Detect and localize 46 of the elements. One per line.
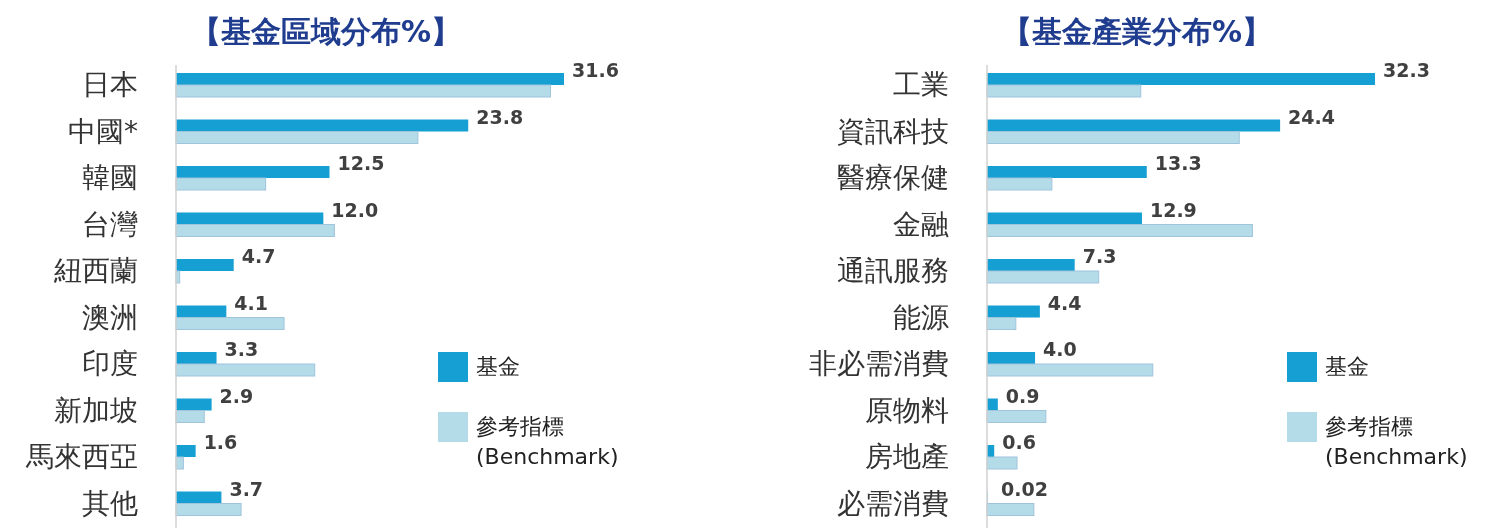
data-label: 12.9 [1149, 198, 1197, 221]
data-label: 0.02 [1001, 477, 1048, 500]
y-tick-label: 通訊服務 [837, 254, 949, 287]
data-label: 12.5 [337, 152, 385, 174]
legend-label: 參考指標 (Benchmark) [476, 414, 619, 469]
data-label: 24.4 [1288, 105, 1335, 128]
data-label: 7.3 [1082, 245, 1117, 267]
data-label: 4.4 [1047, 291, 1082, 314]
y-tick-label: 工業 [893, 68, 949, 101]
data-label: 4.0 [1043, 338, 1077, 360]
y-tick-label: 紐西蘭 [53, 254, 138, 287]
data-label: 4.1 [234, 291, 269, 314]
data-label: 32.3 [1383, 59, 1430, 81]
y-tick-label: 必需消費 [837, 486, 949, 520]
y-tick-label: 台灣 [82, 207, 138, 241]
chart-title: 【基金產業分布%】 [1001, 14, 1273, 49]
legend-label: 基金 [1325, 354, 1369, 379]
y-tick-label: 中國* [68, 114, 138, 148]
data-label: 4.7 [241, 245, 276, 267]
y-tick-label: 醫療保健 [837, 161, 949, 194]
y-tick-label: 金融 [893, 207, 949, 241]
y-tick-label: 資訊科技 [837, 114, 949, 148]
y-tick-label: 馬來西亞 [25, 440, 138, 473]
y-tick-label: 新加坡 [54, 393, 138, 427]
y-tick-label: 其他 [82, 486, 138, 520]
data-label: 0.6 [1002, 431, 1036, 453]
data-label: 0.9 [1005, 384, 1040, 407]
data-label: 1.6 [203, 431, 238, 453]
y-tick-label: 日本 [82, 68, 138, 101]
y-tick-label: 非必需消費 [809, 347, 949, 380]
data-label: 13.3 [1154, 152, 1202, 174]
legend-label: 參考指標 (Benchmark) [1325, 414, 1468, 469]
data-label: 2.9 [219, 384, 254, 407]
data-label: 23.8 [476, 105, 524, 128]
y-tick-label: 能源 [893, 300, 949, 334]
data-label: 12.0 [331, 198, 379, 221]
y-tick-label: 房地產 [865, 440, 949, 473]
data-label: 3.3 [224, 338, 259, 360]
legend-label: 基金 [476, 354, 520, 379]
y-tick-label: 原物料 [865, 393, 949, 427]
y-tick-label: 韓國 [82, 161, 138, 194]
chart-title: 【基金區域分布%】 [190, 14, 462, 49]
data-label: 31.6 [572, 59, 619, 81]
data-label: 3.7 [229, 477, 264, 500]
y-tick-label: 澳洲 [82, 300, 138, 334]
y-tick-label: 印度 [82, 347, 138, 380]
